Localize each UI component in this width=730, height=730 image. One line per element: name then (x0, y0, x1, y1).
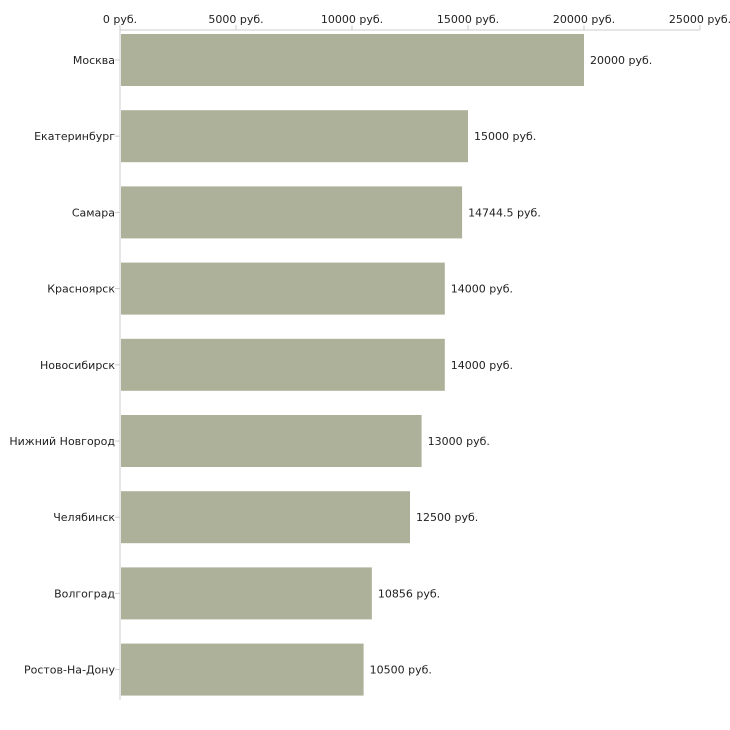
x-tick-label: 15000 руб. (437, 13, 499, 26)
bar (121, 338, 445, 391)
category-label: Нижний Новгород (9, 435, 115, 448)
bar (121, 262, 445, 315)
value-label: 10856 руб. (378, 587, 440, 600)
category-label: Красноярск (47, 283, 115, 296)
bars-layer (121, 34, 584, 696)
value-label: 14000 руб. (451, 359, 513, 372)
category-label: Самара (72, 206, 115, 219)
category-label: Ростов-На-Дону (24, 664, 115, 677)
category-label: Челябинск (53, 511, 115, 524)
bar (121, 567, 372, 620)
labels-layer: Москва 20000 руб. Екатеринбург 15000 руб. Са… (9, 54, 652, 677)
x-tick-label: 5000 руб. (208, 13, 263, 26)
value-label: 15000 руб. (474, 130, 536, 143)
bar (121, 415, 422, 467)
value-label: 20000 руб. (590, 54, 652, 67)
value-label: 13000 руб. (428, 435, 490, 448)
category-label: Волгоград (54, 587, 115, 600)
x-tick-label: 20000 руб. (553, 13, 615, 26)
category-label: Новосибирск (40, 359, 115, 372)
value-label: 10500 руб. (370, 664, 432, 677)
x-tick-label: 0 руб. (103, 13, 137, 26)
bar (121, 110, 468, 163)
category-label: Москва (73, 54, 115, 67)
bar (121, 491, 410, 544)
value-label: 12500 руб. (416, 511, 478, 524)
x-tick-label: 10000 руб. (321, 13, 383, 26)
x-tick-label: 25000 руб. (669, 13, 730, 26)
value-label: 14744.5 руб. (468, 206, 541, 219)
bar (121, 643, 364, 696)
value-label: 14000 руб. (451, 283, 513, 296)
bar (121, 34, 584, 86)
category-label: Екатеринбург (34, 130, 115, 143)
bar (121, 186, 463, 239)
axis-layer: 0 руб. 5000 руб. 10000 руб. 15000 руб. 20000… (103, 13, 730, 700)
